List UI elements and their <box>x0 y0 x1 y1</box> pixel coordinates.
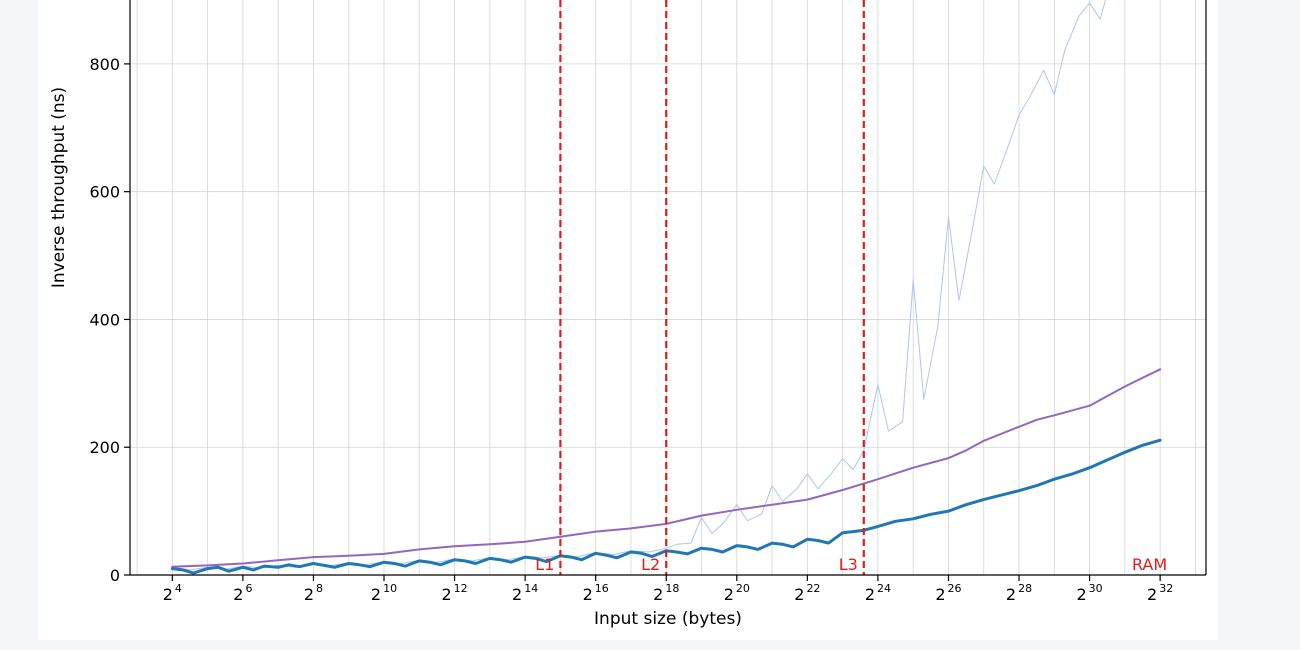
x-tick-label: 2 28 <box>1006 582 1032 604</box>
region-label-ram: RAM <box>1132 555 1167 574</box>
cache-label-l1: L1 <box>535 555 554 574</box>
axes <box>129 0 1207 576</box>
cache-label-l3: L3 <box>839 555 858 574</box>
cache-label-l2: L2 <box>641 555 660 574</box>
x-tick-label: 2 10 <box>371 582 397 604</box>
y-tick-label: 200 <box>89 438 120 457</box>
x-tick-label: 2 12 <box>441 582 467 604</box>
x-tick-label: 2 14 <box>512 582 538 604</box>
line-chart: L1 L2 L3 RAM 0 200 400 600 800 2 4 2 6 2 8 2 10 2 12 2 14 2 1… <box>49 0 1207 629</box>
chart-figure: L1 L2 L3 RAM 0 200 400 600 800 2 4 2 6 2 8 2 10 2 12 2 14 2 1… <box>38 0 1218 640</box>
cache-boundary-lines: L1 L2 L3 RAM <box>535 0 1167 575</box>
series-line-1 <box>171 368 1162 568</box>
tick-labels: 0 200 400 600 800 2 4 2 6 2 8 2 10 2 12 2 14 2 16 2 18 2 20 2 22… <box>89 55 1173 604</box>
x-tick-label: 2 26 <box>935 582 961 604</box>
series-line-3 <box>171 0 1106 571</box>
y-axis-label: Inverse throughput (ns) <box>49 87 69 288</box>
x-tick-label: 2 18 <box>653 582 679 604</box>
series-line-2 <box>170 438 1162 575</box>
y-tick-label: 400 <box>89 310 120 329</box>
x-tick-label: 2 20 <box>724 582 750 604</box>
x-axis-label: Input size (bytes) <box>594 609 742 629</box>
x-tick-label: 2 16 <box>583 582 609 604</box>
x-tick-label: 2 30 <box>1076 582 1102 604</box>
y-tick-label: 0 <box>110 566 120 585</box>
grid <box>130 0 1206 576</box>
x-tick-label: 2 24 <box>865 582 891 604</box>
x-tick-label: 2 32 <box>1147 582 1173 604</box>
y-tick-label: 800 <box>89 55 120 74</box>
x-tick-label: 2 22 <box>794 582 820 604</box>
y-tick-label: 600 <box>89 183 120 202</box>
series-layer <box>170 0 1162 575</box>
